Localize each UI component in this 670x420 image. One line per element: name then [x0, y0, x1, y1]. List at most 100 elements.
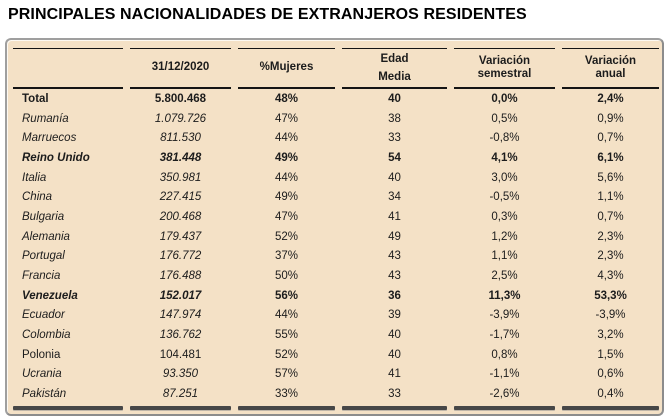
cell-residents-count: 200.468 — [159, 210, 202, 223]
table-row: Venezuela 152.017 56% 36 11,3% 53,3% — [13, 286, 656, 306]
cell-edad-media: 41 — [388, 368, 401, 381]
cell-pct-mujeres: 49% — [274, 151, 299, 164]
header-cell-mujeres: %Mujeres — [238, 48, 335, 89]
cell-pct-mujeres: 37% — [274, 250, 299, 263]
cell-residents-count: 381.448 — [159, 151, 202, 164]
cell-variacion-semestral: -0,5% — [489, 191, 520, 204]
cell-nationality: Pakistán — [22, 388, 67, 401]
cell-pct-mujeres: 56% — [274, 289, 299, 302]
cell-residents-count: 136.762 — [159, 329, 202, 342]
header-label-variacion-anual: Variación — [584, 54, 637, 67]
cell-residents-count: 179.437 — [159, 230, 202, 243]
table-row: Francia 176.488 50% 43 2,5% 4,3% — [13, 266, 656, 286]
cell-variacion-semestral: 2,5% — [491, 270, 518, 283]
cell-variacion-anual: 2,4% — [597, 92, 624, 105]
cell-nationality: Italia — [22, 171, 47, 184]
cell-variacion-anual: 2,3% — [597, 250, 624, 263]
cell-pct-mujeres: 33% — [274, 388, 299, 401]
cell-residents-count: 93.350 — [162, 368, 199, 381]
cell-pct-mujeres: 47% — [274, 112, 299, 125]
cell-nationality: Francia — [22, 270, 61, 283]
cell-residents-count: 227.415 — [159, 191, 202, 204]
cell-edad-media: 33 — [388, 388, 401, 401]
cell-variacion-semestral: -1,1% — [489, 368, 520, 381]
table-row: Total 5.800.468 48% 40 0,0% 2,4% — [13, 89, 656, 109]
cell-edad-media: 41 — [388, 210, 401, 223]
cell-variacion-semestral: -0,8% — [489, 132, 520, 145]
cell-pct-mujeres: 44% — [274, 171, 299, 184]
footer-bar — [13, 406, 123, 410]
cell-variacion-semestral: 1,1% — [491, 250, 518, 263]
table-row: Polonia 104.481 52% 40 0,8% 1,5% — [13, 345, 656, 365]
cell-variacion-semestral: -3,9% — [489, 309, 520, 322]
table-row: Pakistán 87.251 33% 33 -2,6% 0,4% — [13, 384, 656, 404]
cell-residents-count: 1.079.726 — [154, 112, 207, 125]
cell-variacion-anual: 53,3% — [594, 289, 627, 302]
table-row: Ucrania 93.350 57% 41 -1,1% 0,6% — [13, 365, 656, 385]
cell-variacion-semestral: -1,7% — [489, 329, 520, 342]
cell-residents-count: 350.981 — [159, 171, 202, 184]
table-row: Reino Unido 381.448 49% 54 4,1% 6,1% — [13, 148, 656, 168]
cell-pct-mujeres: 55% — [274, 329, 299, 342]
cell-nationality: China — [22, 191, 53, 204]
cell-residents-count: 87.251 — [162, 388, 199, 401]
table-row: Colombia 136.762 55% 40 -1,7% 3,2% — [13, 325, 656, 345]
header-cell-date: 31/12/2020 — [130, 48, 231, 89]
cell-edad-media: 38 — [388, 112, 401, 125]
cell-residents-count: 152.017 — [159, 289, 202, 302]
cell-edad-media: 40 — [388, 92, 401, 105]
page-title: PRINCIPALES NACIONALIDADES DE EXTRANJERO… — [8, 6, 527, 23]
cell-variacion-anual: 5,6% — [597, 171, 624, 184]
cell-residents-count: 176.488 — [159, 270, 202, 283]
cell-nationality: Total — [22, 92, 49, 105]
cell-variacion-anual: 2,3% — [597, 230, 624, 243]
cell-pct-mujeres: 52% — [274, 230, 299, 243]
footer-bar — [238, 406, 335, 410]
cell-variacion-anual: 0,4% — [597, 388, 624, 401]
cell-variacion-semestral: 0,5% — [491, 112, 518, 125]
header-label-anual: anual — [595, 68, 626, 80]
cell-variacion-anual: 0,7% — [597, 210, 624, 223]
cell-edad-media: 39 — [388, 309, 401, 322]
header-label-date: 31/12/2020 — [151, 61, 210, 74]
cell-variacion-semestral: 1,2% — [491, 230, 518, 243]
table-header-row: 31/12/2020 %Mujeres Edad Media Variación… — [13, 48, 659, 89]
cell-pct-mujeres: 50% — [274, 270, 299, 283]
cell-edad-media: 40 — [388, 329, 401, 342]
cell-pct-mujeres: 44% — [274, 132, 299, 145]
cell-nationality: Colombia — [22, 329, 71, 342]
cell-edad-media: 43 — [388, 250, 401, 263]
cell-residents-count: 5.800.468 — [154, 92, 207, 105]
header-cell-variacion-semestral: Variación semestral — [454, 48, 555, 89]
cell-variacion-anual: 1,5% — [597, 348, 624, 361]
cell-variacion-semestral: -2,6% — [489, 388, 520, 401]
cell-variacion-anual: 0,7% — [597, 132, 624, 145]
cell-edad-media: 54 — [388, 151, 401, 164]
table-row: Bulgaria 200.468 47% 41 0,3% 0,7% — [13, 207, 656, 227]
footer-bar — [342, 406, 447, 410]
cell-nationality: Rumanía — [22, 112, 69, 125]
cell-nationality: Alemania — [22, 230, 70, 243]
cell-variacion-semestral: 4,1% — [491, 151, 518, 164]
footer-bar — [562, 406, 659, 410]
cell-nationality: Reino Unido — [22, 151, 90, 164]
table-row: Alemania 179.437 52% 49 1,2% 2,3% — [13, 227, 656, 247]
table-row: Marruecos 811.530 44% 33 -0,8% 0,7% — [13, 128, 656, 148]
cell-variacion-anual: 1,1% — [597, 191, 624, 204]
header-label-edad: Edad — [380, 53, 409, 65]
nationalities-table-panel: 31/12/2020 %Mujeres Edad Media Variación… — [5, 38, 664, 416]
cell-nationality: Bulgaria — [22, 210, 65, 223]
cell-edad-media: 36 — [388, 289, 401, 302]
cell-pct-mujeres: 57% — [274, 368, 299, 381]
header-cell-edad-media: Edad Media — [342, 48, 447, 89]
cell-edad-media: 40 — [388, 348, 401, 361]
cell-pct-mujeres: 48% — [274, 92, 299, 105]
cell-residents-count: 811.530 — [160, 132, 201, 145]
cell-variacion-anual: 4,3% — [597, 270, 624, 283]
table-row: Italia 350.981 44% 40 3,0% 5,6% — [13, 168, 656, 188]
table-row: China 227.415 49% 34 -0,5% 1,1% — [13, 187, 656, 207]
cell-residents-count: 176.772 — [159, 250, 202, 263]
cell-edad-media: 40 — [388, 171, 401, 184]
cell-variacion-anual: 3,2% — [597, 329, 624, 342]
